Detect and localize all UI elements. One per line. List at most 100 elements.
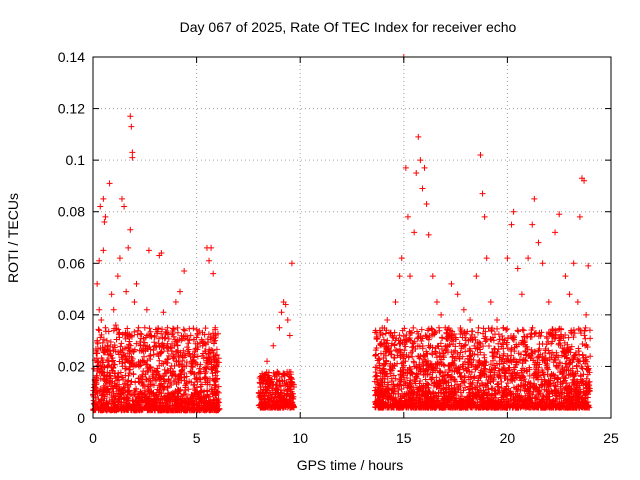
data-point	[528, 352, 535, 359]
data-point	[455, 386, 462, 393]
data-point	[116, 255, 123, 262]
data-point	[152, 342, 159, 349]
y-tick-label: 0.02	[58, 358, 85, 374]
data-point	[400, 372, 407, 379]
data-point	[415, 352, 422, 359]
data-point	[567, 400, 574, 407]
data-point	[152, 396, 159, 403]
data-point	[110, 364, 117, 371]
data-point	[100, 195, 107, 202]
data-point	[468, 328, 475, 335]
data-point	[548, 388, 555, 395]
data-point	[98, 366, 105, 373]
data-point	[211, 386, 218, 393]
data-point	[513, 374, 520, 381]
data-point	[175, 406, 182, 413]
data-point	[276, 324, 283, 331]
data-point	[106, 406, 113, 413]
data-point	[498, 378, 505, 385]
data-point	[510, 208, 517, 215]
data-point	[442, 343, 449, 350]
data-point	[471, 342, 478, 349]
data-point	[555, 388, 562, 395]
data-point	[457, 349, 464, 356]
data-point	[209, 347, 216, 354]
data-point	[257, 404, 264, 411]
data-point	[125, 388, 132, 395]
data-point	[98, 317, 105, 324]
data-point	[380, 336, 387, 343]
data-point	[372, 347, 379, 354]
data-point	[140, 348, 147, 355]
data-point	[582, 342, 589, 349]
data-point	[98, 331, 105, 338]
data-point	[114, 273, 121, 280]
data-point	[264, 373, 271, 380]
data-point	[444, 401, 451, 408]
data-point	[507, 395, 514, 402]
data-point	[506, 389, 513, 396]
data-point	[193, 406, 200, 413]
data-point	[275, 401, 282, 408]
x-tick-label: 20	[500, 430, 516, 446]
data-point	[568, 343, 575, 350]
data-point	[566, 389, 573, 396]
data-point	[440, 403, 447, 410]
data-point	[542, 380, 549, 387]
data-point	[92, 394, 99, 401]
data-point	[524, 392, 531, 399]
data-point	[496, 367, 503, 374]
data-point	[488, 385, 495, 392]
data-point	[508, 359, 515, 366]
data-point	[437, 369, 444, 376]
data-point	[125, 344, 132, 351]
data-point	[174, 342, 181, 349]
data-point	[404, 213, 411, 220]
data-point	[499, 366, 506, 373]
data-point	[386, 348, 393, 355]
data-point	[487, 399, 494, 406]
data-point	[396, 273, 403, 280]
data-point	[523, 333, 530, 340]
data-point	[181, 363, 188, 370]
data-point	[154, 330, 161, 337]
data-point	[410, 358, 417, 365]
data-point	[429, 326, 436, 333]
data-point	[461, 374, 468, 381]
data-point	[114, 348, 121, 355]
data-point	[148, 333, 155, 340]
data-point	[94, 280, 101, 287]
data-point	[256, 401, 263, 408]
data-point	[570, 381, 577, 388]
data-point	[198, 336, 205, 343]
data-point	[145, 403, 152, 410]
data-point	[94, 337, 101, 344]
data-point	[210, 340, 217, 347]
data-point	[117, 343, 124, 350]
data-point	[128, 405, 135, 412]
data-point	[586, 378, 593, 385]
y-tick-label: 0.06	[58, 255, 85, 271]
data-point	[524, 381, 531, 388]
y-tick-label: 0.14	[58, 49, 85, 65]
data-point	[138, 331, 145, 338]
data-point	[562, 273, 569, 280]
data-point	[96, 327, 103, 334]
data-point	[437, 340, 444, 347]
data-point	[508, 371, 515, 378]
data-point	[119, 363, 126, 370]
data-point	[128, 123, 135, 130]
data-point	[97, 397, 104, 404]
data-point	[201, 395, 208, 402]
data-point	[435, 397, 442, 404]
data-point	[128, 360, 135, 367]
data-point	[377, 341, 384, 348]
data-point	[512, 361, 519, 368]
data-point	[410, 340, 417, 347]
data-point	[282, 301, 289, 308]
data-point	[160, 342, 167, 349]
data-point	[436, 369, 443, 376]
data-point	[544, 364, 551, 371]
data-point	[533, 362, 540, 369]
data-point	[99, 357, 106, 364]
